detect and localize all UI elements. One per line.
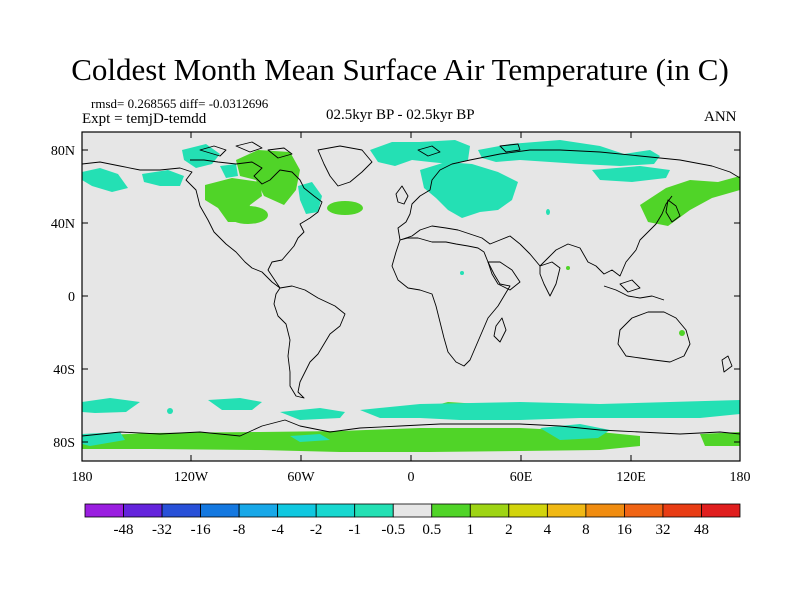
colorbar-label: -8: [233, 522, 246, 538]
colorbar-swatch: [469, 503, 510, 518]
lat-tick-label: 80N: [51, 144, 75, 159]
colorbar-swatch: [161, 503, 201, 518]
colorbar-swatch: [662, 503, 702, 518]
madagascar-coast: [493, 317, 507, 343]
colorbar-swatch: [431, 503, 471, 518]
africa-coast: [391, 237, 511, 367]
chart-title: Coldest Month Mean Surface Air Temperatu…: [71, 52, 729, 87]
colorbar-label: -4: [271, 522, 284, 538]
colorbar-label: -2: [310, 522, 323, 538]
axis-ticks: [81, 132, 741, 461]
new-zealand-coast: [721, 355, 733, 373]
colorbar-label: -0.5: [381, 522, 405, 538]
india-coast: [539, 261, 561, 297]
experiment-label: Expt = temjD-temdd: [82, 111, 207, 127]
lon-tick-label: 120W: [174, 470, 209, 485]
colorbar-swatch: [701, 503, 741, 518]
lat-tick-labels: 80N 40N 0 40S 80S: [51, 144, 75, 451]
lat-tick-label: 80S: [53, 436, 75, 451]
colorbar-swatch: [354, 503, 394, 518]
colorbar-swatch: [315, 503, 356, 518]
arabia-coast: [487, 261, 521, 291]
colorbar-label: -1: [348, 522, 361, 538]
eurasia-coast: [397, 149, 740, 241]
colorbar-swatch: [238, 503, 279, 518]
indonesia-coast: [603, 279, 665, 301]
lat-tick-label: 0: [68, 290, 75, 305]
colorbar-labels: -48 -32 -16 -8 -4 -2 -1 -0.5 0.5 1 2 4 8 16 32 48: [114, 522, 709, 538]
lon-tick-label: 120E: [616, 470, 646, 485]
colorbar-label: -48: [114, 522, 134, 538]
stats-text: rmsd= 0.268565 diff= -0.0312696: [91, 96, 269, 111]
colorbar-label: 48: [694, 522, 709, 538]
colorbar-label: 0.5: [422, 522, 441, 538]
season-label: ANN: [704, 109, 737, 125]
south-america-coast: [273, 285, 346, 399]
europe-south-coast: [399, 225, 521, 245]
colorbar-label: -32: [152, 522, 172, 538]
lat-tick-label: 40S: [53, 363, 75, 378]
colorbar-label: 8: [582, 522, 590, 538]
colorbar-label: 16: [617, 522, 633, 538]
colorbar-swatch: [546, 503, 587, 518]
colorbar-swatch: [624, 503, 664, 518]
colorbar-swatch: [84, 503, 124, 518]
lon-tick-label: 60E: [510, 470, 533, 485]
uk-coast: [395, 185, 409, 205]
greenland-coast: [317, 145, 373, 187]
colorbar-swatch: [508, 503, 548, 518]
colorbar-swatch: [200, 503, 240, 518]
colorbar-swatch: [392, 503, 433, 518]
lon-tick-labels: 180 120W 60W 0 60E 120E 180: [72, 470, 751, 485]
lat-tick-label: 40N: [51, 217, 75, 232]
colorbar-swatch: [585, 503, 625, 518]
colorbar: [84, 503, 741, 518]
australia-coast: [617, 311, 691, 363]
antarctica-coast: [82, 419, 740, 437]
colorbar-label: -16: [191, 522, 211, 538]
north-america-coast: [82, 159, 323, 289]
coastlines: [82, 141, 740, 437]
lon-tick-label: 180: [730, 470, 751, 485]
colorbar-label: 1: [467, 522, 475, 538]
asia-south-coast: [519, 195, 673, 277]
negative-anomaly-regions: [82, 140, 740, 446]
colorbar-swatch: [277, 503, 317, 518]
period-label: 02.5kyr BP - 02.5kyr BP: [326, 107, 475, 123]
lon-tick-label: 60W: [287, 470, 315, 485]
colorbar-label: 4: [544, 522, 552, 538]
colorbar-swatch: [123, 503, 163, 518]
lon-tick-label: 0: [408, 470, 415, 485]
colorbar-label: 2: [505, 522, 513, 538]
lon-tick-label: 180: [72, 470, 93, 485]
arctic-islands: [199, 141, 521, 159]
japan-coast: [665, 199, 681, 223]
colorbar-label: 32: [655, 522, 670, 538]
